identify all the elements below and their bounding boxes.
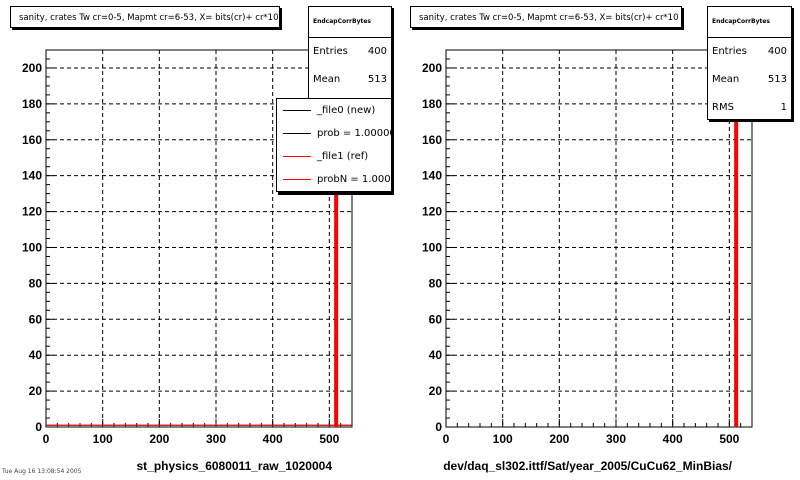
stats-rms-label: RMS xyxy=(712,102,734,113)
stats-entries-row: Entries 400 xyxy=(708,38,791,66)
x-axis-label: st_physics_6080011_raw_1020004 xyxy=(136,459,332,473)
stats-entries-value: 400 xyxy=(367,46,387,57)
histogram-bin xyxy=(334,67,339,427)
y-tick-label: 0 xyxy=(35,420,42,434)
stats-entries-row: Entries 400 xyxy=(309,38,391,66)
stats-name: EndcapCorrBytes xyxy=(309,7,391,38)
legend-label: _file0 (new) xyxy=(317,105,376,116)
histogram-title: sanity, crates Tw cr=0-5, Mapmt cr=6-53,… xyxy=(419,13,679,23)
stats-mean-row: Mean 513 xyxy=(309,66,391,94)
y-tick-label: 140 xyxy=(22,169,42,183)
legend-box: _file0 (new) prob = 1.000000 _file1 (ref… xyxy=(276,98,392,192)
legend-line-swatch xyxy=(283,156,311,157)
legend-label: prob = 1.000000 xyxy=(317,128,391,139)
legend-entry: _file1 (ref) xyxy=(277,145,391,168)
stats-mean-label: Mean xyxy=(313,74,341,85)
stats-mean-value: 513 xyxy=(367,74,387,85)
y-tick-label: 200 xyxy=(22,61,42,75)
x-tick-label: 500 xyxy=(719,432,739,446)
stats-rms-row: RMS 1 xyxy=(708,94,791,122)
y-tick-label: 20 xyxy=(29,384,43,398)
stats-mean-row: Mean 513 xyxy=(708,66,791,94)
y-tick-label: 20 xyxy=(429,384,443,398)
legend-label: _file1 (ref) xyxy=(317,151,369,162)
histogram-title-box: sanity, crates Tw cr=0-5, Mapmt cr=6-53,… xyxy=(410,6,682,28)
y-tick-label: 200 xyxy=(422,61,442,75)
y-tick-label: 40 xyxy=(29,348,43,362)
stats-entries-label: Entries xyxy=(313,46,348,57)
legend-line-swatch xyxy=(283,110,311,111)
legend-label: probN = 1.000000 xyxy=(317,174,391,185)
x-tick-label: 400 xyxy=(663,432,683,446)
footer-timestamp: Tue Aug 16 13:08:54 2005 xyxy=(2,468,82,475)
x-tick-label: 300 xyxy=(606,432,626,446)
x-tick-label: 500 xyxy=(319,432,339,446)
plot-frame xyxy=(445,49,753,428)
y-tick-label: 60 xyxy=(29,312,43,326)
legend-entry: prob = 1.000000 xyxy=(277,122,391,145)
stats-mean-value: 513 xyxy=(767,74,787,85)
x-tick-label: 0 xyxy=(43,432,50,446)
legend-entry: _file0 (new) xyxy=(277,99,391,122)
right-histogram-panel: 0 100 200 300 400 500 0 20 40 60 80 100 120 140 160 180… xyxy=(400,0,800,480)
y-tick-label: 160 xyxy=(422,133,442,147)
y-tick-label: 40 xyxy=(429,348,443,362)
y-tick-label: 100 xyxy=(422,240,442,254)
y-tick-label: 120 xyxy=(22,205,42,219)
x-tick-label: 100 xyxy=(493,432,513,446)
y-tick-label: 100 xyxy=(22,240,42,254)
y-tick-label: 80 xyxy=(29,276,43,290)
histogram-title-box: sanity, crates Tw cr=0-5, Mapmt cr=6-53,… xyxy=(10,6,280,28)
y-tick-label: 120 xyxy=(422,205,442,219)
stats-rms-value: 1 xyxy=(780,102,787,113)
stats-mean-label: Mean xyxy=(712,74,740,85)
x-tick-label: 0 xyxy=(443,432,450,446)
y-tick-label: 60 xyxy=(429,312,443,326)
y-tick-label: 180 xyxy=(422,97,442,111)
legend-line-swatch xyxy=(283,179,311,180)
legend-line-swatch xyxy=(283,133,311,134)
x-tick-label: 200 xyxy=(149,432,169,446)
legend-entry: probN = 1.000000 xyxy=(277,168,391,191)
y-tick-label: 180 xyxy=(22,97,42,111)
stats-name: EndcapCorrBytes xyxy=(708,7,791,38)
x-tick-label: 400 xyxy=(263,432,283,446)
histogram-bin xyxy=(734,67,739,427)
x-tick-label: 100 xyxy=(93,432,113,446)
y-tick-label: 80 xyxy=(429,276,443,290)
left-histogram-panel: 0 100 200 300 400 500 0 20 40 60 80 100 120 140 160 180… xyxy=(10,6,392,473)
y-tick-label: 160 xyxy=(22,133,42,147)
x-tick-label: 200 xyxy=(549,432,569,446)
stats-entries-value: 400 xyxy=(767,46,787,57)
x-axis-label: dev/daq_sl302.ittf/Sat/year_2005/CuCu62_… xyxy=(443,459,732,473)
stats-box: EndcapCorrBytes Entries 400 Mean 513 xyxy=(308,6,392,99)
histogram-title: sanity, crates Tw cr=0-5, Mapmt cr=6-53,… xyxy=(19,13,279,23)
stats-box: EndcapCorrBytes Entries 400 Mean 513 RMS… xyxy=(707,6,792,120)
y-tick-label: 0 xyxy=(435,420,442,434)
stats-entries-label: Entries xyxy=(712,46,747,57)
x-tick-label: 300 xyxy=(206,432,226,446)
right-histogram-plot: 0 100 200 300 400 500 0 20 40 60 80 100 120 140 160 180… xyxy=(422,49,753,473)
y-tick-label: 140 xyxy=(422,169,442,183)
